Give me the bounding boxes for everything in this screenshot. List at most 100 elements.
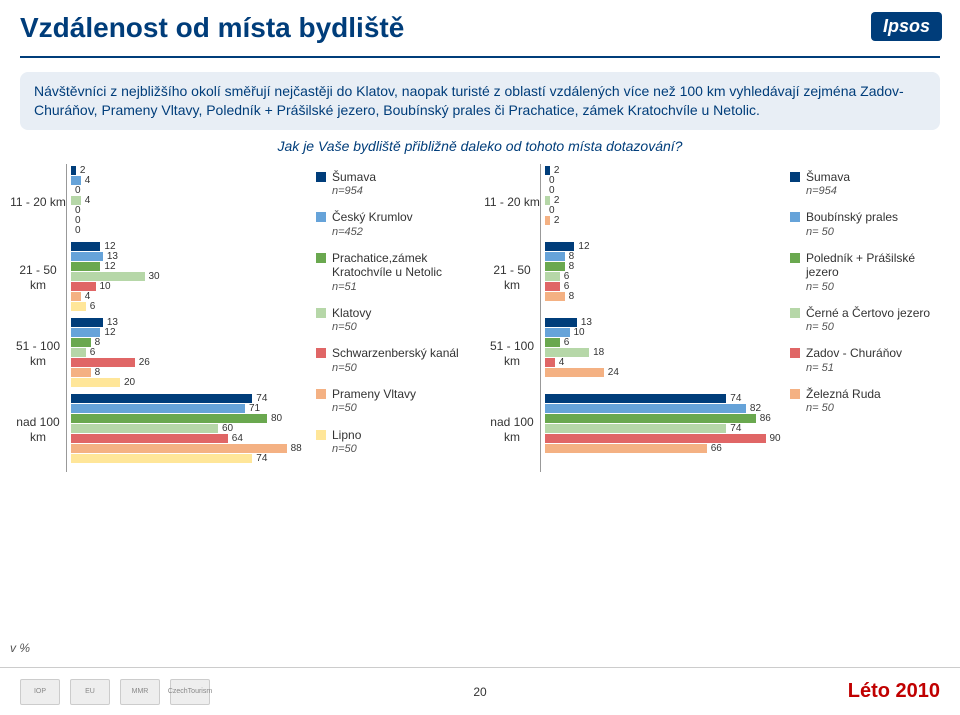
legend-sub: n=51	[332, 281, 476, 294]
footer-logo: IOP	[20, 679, 60, 705]
bar-value-label: 80	[271, 414, 282, 424]
legend-label: Prameny Vltavy	[332, 387, 416, 401]
bar-row: 88	[71, 444, 316, 454]
legend-label: Zadov - Churáňov	[806, 346, 902, 360]
legend-item: Černé a Čertovo jezeron= 50	[790, 306, 950, 335]
page-title: Vzdálenost od místa bydliště	[20, 12, 940, 44]
legend-label: Lipno	[332, 428, 361, 442]
bar	[71, 272, 145, 281]
bar-value-label: 30	[149, 272, 160, 282]
bar-value-label: 6	[564, 338, 570, 348]
bar-value-label: 74	[730, 424, 741, 434]
bar-row: 4	[71, 292, 316, 302]
bar-row: 0	[545, 176, 790, 186]
bar-value-label: 8	[569, 292, 575, 302]
bar-value-label: 8	[95, 368, 101, 378]
bar-value-label: 4	[85, 176, 91, 186]
legend-item: Schwarzenberský kanáln=50	[316, 346, 476, 375]
legend-swatch	[316, 253, 326, 263]
legend-item: Prachatice,zámek Kratochvíle u Netolicn=…	[316, 251, 476, 294]
bar-row: 2	[545, 166, 790, 176]
legend-sub: n=50	[332, 443, 361, 456]
bar-value-label: 6	[90, 348, 96, 358]
legend-sub: n=50	[332, 321, 371, 334]
bar-value-label: 74	[730, 394, 741, 404]
bar-row: 8	[545, 292, 790, 302]
legend-swatch	[316, 172, 326, 182]
bar-value-label: 64	[232, 434, 243, 444]
page-number: 20	[473, 685, 486, 699]
bar	[545, 348, 589, 357]
bar-row: 82	[545, 404, 790, 414]
bar-row: 74	[545, 424, 790, 434]
legend-item: Železná Rudan= 50	[790, 387, 950, 416]
legend-item: Poledník + Prášilské jezeron= 50	[790, 251, 950, 294]
bar-value-label: 24	[608, 368, 619, 378]
legend-text: Černé a Čertovo jezeron= 50	[806, 306, 930, 335]
bar	[71, 292, 81, 301]
legend-text: Železná Rudan= 50	[806, 387, 881, 416]
bar-row: 12	[71, 262, 316, 272]
bar-value-label: 2	[554, 216, 560, 226]
bar-row: 2	[545, 196, 790, 206]
season-label: Léto 2010	[848, 680, 940, 703]
bar-row: 66	[545, 444, 790, 454]
bar-row: 10	[71, 282, 316, 292]
bar	[545, 328, 570, 337]
bar-value-label: 26	[139, 358, 150, 368]
bar	[545, 434, 766, 443]
bar-row: 4	[71, 196, 316, 206]
legend-text: Prachatice,zámek Kratochvíle u Netolicn=…	[332, 251, 476, 294]
bar-value-label: 12	[104, 328, 115, 338]
bar	[71, 196, 81, 205]
bar-row: 10	[545, 328, 790, 338]
legend-sub: n=50	[332, 362, 459, 375]
bar-value-label: 4	[85, 196, 91, 206]
bar-row: 4	[545, 358, 790, 368]
legend-swatch	[316, 212, 326, 222]
legend-text: Lipnon=50	[332, 428, 361, 457]
bar-row: 74	[71, 394, 316, 404]
bar	[71, 262, 100, 271]
footer-logos: IOPEUMMRCzechTourism	[20, 679, 210, 705]
axis-category: 51 - 100 km	[10, 316, 66, 392]
axis-category: 11 - 20 km	[484, 164, 540, 240]
axis-category: 51 - 100 km	[484, 316, 540, 392]
legend-swatch	[790, 389, 800, 399]
chart-1: 11 - 20 km21 - 50 km51 - 100 kmnad 100 k…	[10, 164, 476, 472]
legend-swatch	[316, 348, 326, 358]
bar-row: 0	[71, 216, 316, 226]
bar	[545, 216, 550, 225]
bar-value-label: 90	[770, 434, 781, 444]
legend-item: Zadov - Churáňovn= 51	[790, 346, 950, 375]
bar	[545, 242, 574, 251]
bar	[71, 394, 252, 403]
axis-category: 21 - 50 km	[484, 240, 540, 316]
footer: IOPEUMMRCzechTourism 20 Léto 2010	[0, 667, 960, 715]
bar	[545, 444, 707, 453]
bar	[71, 176, 81, 185]
chart2-bars: 20020212886681310618424748286749066	[540, 164, 790, 472]
question-text: Jak je Vaše bydliště přibližně daleko od…	[0, 138, 960, 154]
bar	[545, 318, 577, 327]
bar-value-label: 10	[574, 328, 585, 338]
bar-value-label: 4	[559, 358, 565, 368]
bar-value-label: 18	[593, 348, 604, 358]
bar-row: 64	[71, 434, 316, 444]
bar-value-label: 66	[711, 444, 722, 454]
bar-row: 0	[71, 186, 316, 196]
legend-text: Klatovyn=50	[332, 306, 371, 335]
bar-row: 12	[545, 242, 790, 252]
bar	[545, 262, 565, 271]
bar	[545, 358, 555, 367]
bar-row: 0	[545, 206, 790, 216]
legend-text: Český Krumlovn=452	[332, 210, 413, 239]
bar	[71, 242, 100, 251]
legend-sub: n= 50	[806, 281, 950, 294]
bar-row: 0	[71, 226, 316, 236]
chart1-bars: 2404000121312301046131286268207471806064…	[66, 164, 316, 472]
bar	[545, 196, 550, 205]
bar	[545, 166, 550, 175]
legend-label: Šumava	[332, 170, 376, 184]
bar-row: 60	[71, 424, 316, 434]
